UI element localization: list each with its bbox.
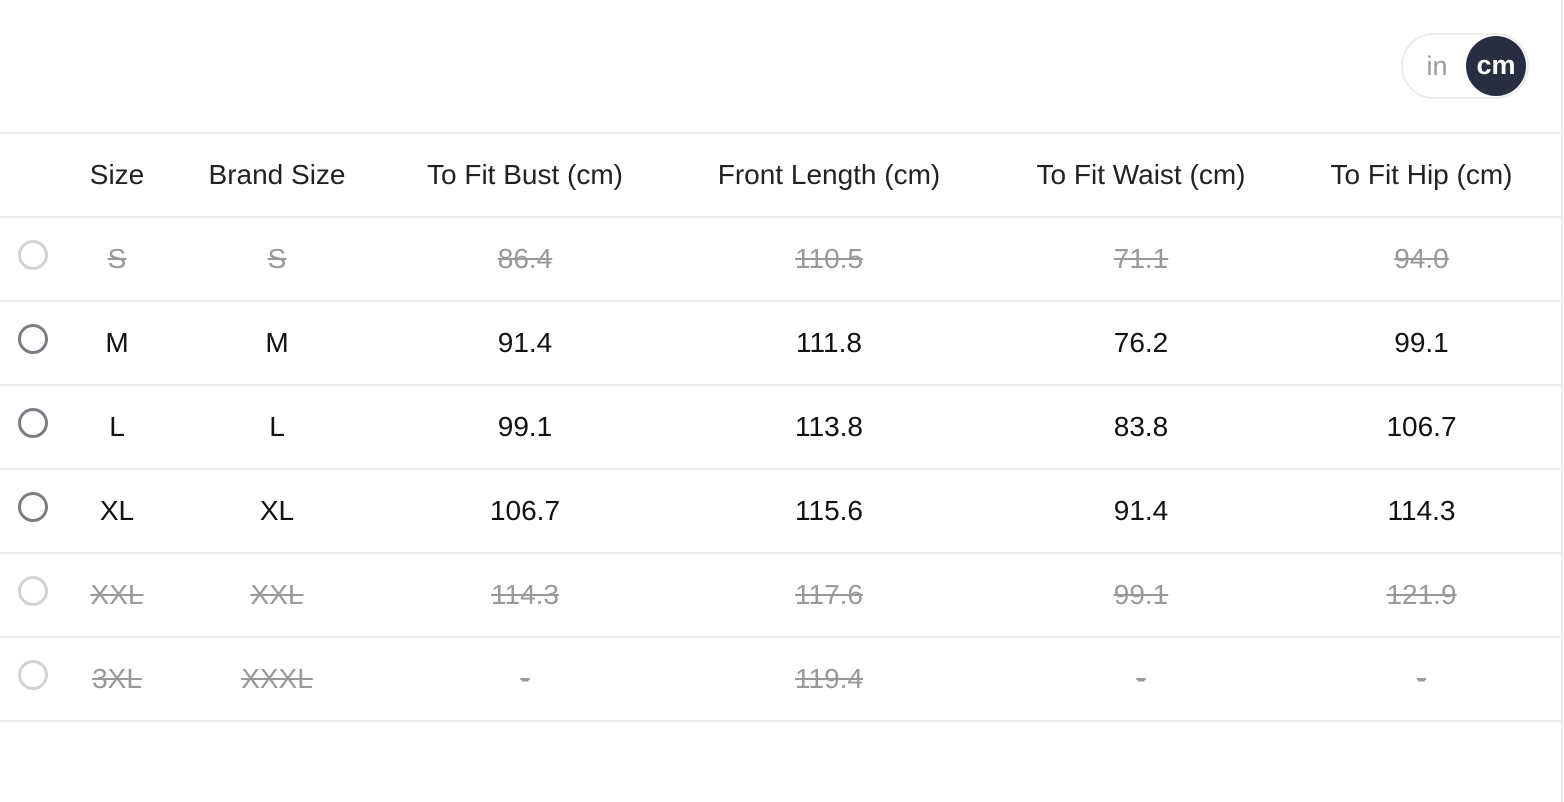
- header-hip: To Fit Hip (cm): [1330, 159, 1513, 190]
- size-radio[interactable]: [18, 324, 48, 354]
- size-chart-table: Size Brand Size To Fit Bust (cm) Front L…: [0, 132, 1561, 722]
- cell-bust: 91.4: [497, 327, 553, 358]
- header-size: Size: [89, 159, 145, 190]
- header-brand-size: Brand Size: [208, 159, 346, 190]
- cell-brand-size: XXL: [250, 579, 304, 610]
- cell-bust: -: [520, 663, 530, 694]
- cell-waist: 76.2: [1113, 327, 1169, 358]
- table-row[interactable]: XXL XXL 114.3 117.6 99.1 121.9: [0, 552, 1561, 636]
- radio-cell: [0, 660, 72, 690]
- cell-size: XL: [99, 495, 135, 526]
- radio-cell: [0, 324, 72, 354]
- table-row[interactable]: L L 99.1 113.8 83.8 106.7: [0, 384, 1561, 468]
- cell-brand-size: M: [265, 327, 289, 358]
- cell-hip: 94.0: [1394, 243, 1449, 274]
- table-row[interactable]: M M 91.4 111.8 76.2 99.1: [0, 300, 1561, 384]
- cell-waist: -: [1136, 663, 1146, 694]
- radio-cell: [0, 408, 72, 438]
- cell-bust: 114.3: [491, 579, 559, 610]
- radio-cell: [0, 576, 72, 606]
- cell-size: S: [107, 243, 127, 274]
- size-radio: [18, 240, 48, 270]
- header-front-length: Front Length (cm): [717, 159, 941, 190]
- cell-size: M: [105, 327, 129, 358]
- header-waist: To Fit Waist (cm): [1036, 159, 1246, 190]
- size-radio: [18, 660, 48, 690]
- cell-hip: 114.3: [1387, 495, 1456, 526]
- cell-waist: 83.8: [1113, 411, 1169, 442]
- cell-hip: 106.7: [1386, 411, 1457, 442]
- table-row[interactable]: S S 86.4 110.5 71.1 94.0: [0, 216, 1561, 300]
- radio-cell: [0, 240, 72, 270]
- table-row[interactable]: XL XL 106.7 115.6 91.4 114.3: [0, 468, 1561, 552]
- cell-hip: -: [1416, 663, 1427, 694]
- size-radio: [18, 576, 48, 606]
- cell-waist: 91.4: [1113, 495, 1169, 526]
- cell-front-length: 117.6: [795, 579, 863, 610]
- cell-front-length: 115.6: [795, 495, 863, 526]
- cell-front-length: 111.8: [796, 327, 862, 358]
- table-row[interactable]: 3XL XXXL - 119.4 - -: [0, 636, 1561, 722]
- unit-option-cm[interactable]: cm: [1466, 36, 1526, 96]
- radio-cell: [0, 492, 72, 522]
- size-radio[interactable]: [18, 492, 48, 522]
- cell-waist: 99.1: [1113, 579, 1169, 610]
- cell-front-length: 110.5: [795, 243, 863, 274]
- right-border: [1561, 0, 1563, 802]
- cell-size: L: [109, 411, 125, 442]
- cell-brand-size: XXXL: [241, 663, 313, 694]
- table-header: Size Brand Size To Fit Bust (cm) Front L…: [0, 132, 1561, 216]
- cell-size: 3XL: [92, 663, 142, 694]
- unit-toggle[interactable]: in cm: [1401, 33, 1529, 99]
- cell-brand-size: S: [267, 243, 287, 274]
- size-radio[interactable]: [18, 408, 48, 438]
- cell-front-length: 119.4: [795, 663, 863, 694]
- unit-option-in[interactable]: in: [1426, 51, 1448, 81]
- cell-bust: 106.7: [489, 495, 561, 526]
- header-bust: To Fit Bust (cm): [426, 159, 623, 190]
- cell-hip: 99.1: [1394, 327, 1449, 358]
- cell-bust: 99.1: [497, 411, 553, 442]
- cell-brand-size: L: [269, 411, 285, 442]
- cell-bust: 86.4: [497, 243, 553, 274]
- cell-brand-size: XL: [259, 495, 295, 526]
- cell-waist: 71.1: [1113, 243, 1169, 274]
- cell-front-length: 113.8: [795, 411, 863, 442]
- cell-hip: 121.9: [1386, 579, 1457, 610]
- cell-size: XXL: [90, 579, 144, 610]
